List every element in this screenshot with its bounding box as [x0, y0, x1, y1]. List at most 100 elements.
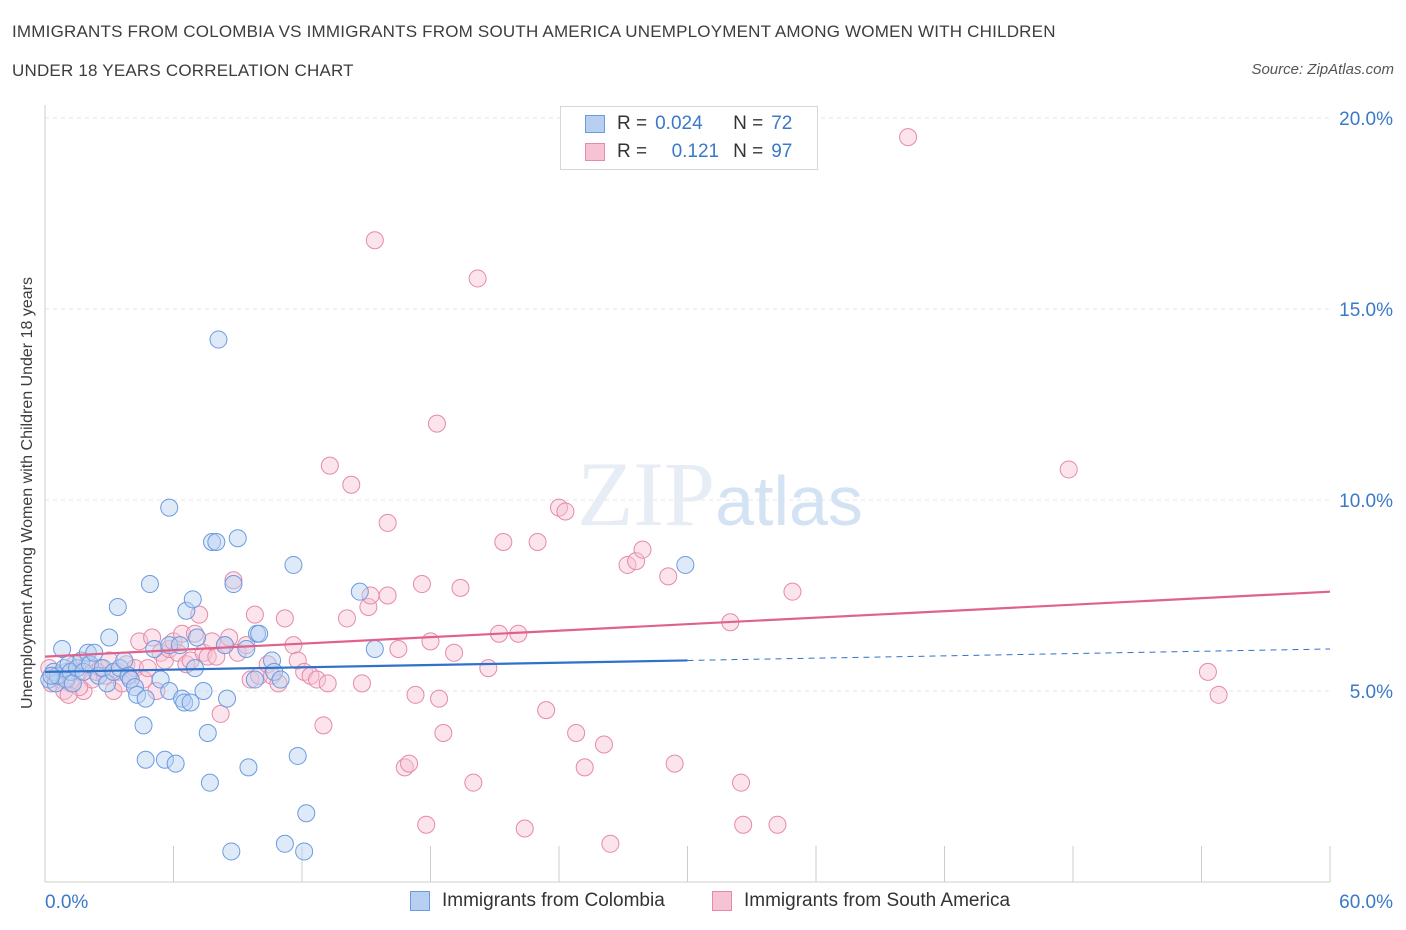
colombia-point [207, 533, 226, 552]
x-tick-label: 60.0% [1339, 892, 1393, 913]
south-america-point [378, 513, 397, 532]
colombia-point [53, 639, 72, 658]
colombia-point [194, 682, 213, 700]
legend-n-value: 72 [771, 113, 793, 134]
colombia-point [177, 601, 196, 620]
colombia-point [222, 842, 241, 861]
south-america-point [400, 754, 419, 773]
colombia-point [188, 628, 207, 647]
south-america-point [732, 773, 751, 792]
south-america-point [143, 628, 162, 647]
colombia-point [239, 758, 258, 777]
legend-r-label: R = [617, 113, 648, 134]
colombia-point [155, 750, 174, 769]
colombia-point [295, 842, 314, 861]
south-america-point [783, 582, 802, 601]
y-tick-label: 5.0% [1350, 682, 1393, 703]
south-america-point [768, 815, 787, 834]
south-america-point [665, 754, 684, 773]
colombia-trend-line [44, 659, 688, 673]
colombia-point [365, 639, 384, 658]
colombia-point [145, 639, 164, 658]
colombia-point [275, 834, 294, 853]
colombia-point [245, 670, 264, 689]
colombia-point [284, 555, 303, 574]
bottom-legend-swatch-colombia [410, 891, 430, 911]
colombia-point [125, 678, 144, 697]
watermark: ZIPatlas [577, 443, 863, 545]
bottom-legend-swatch-south-america [712, 891, 732, 911]
colombia-point [228, 529, 247, 548]
colombia-point [128, 685, 147, 704]
south-america-point [337, 609, 356, 628]
south-america-point [288, 651, 307, 670]
south-america-point [1198, 662, 1217, 681]
south-america-point [378, 586, 397, 605]
south-america-point [734, 815, 753, 834]
axes [44, 105, 1331, 883]
south-america-point [556, 502, 575, 521]
trend-lines [44, 590, 1331, 673]
bottom-legend-label-colombia: Immigrants from Colombia [442, 890, 665, 911]
colombia-point [676, 555, 695, 574]
south-america-point [515, 819, 534, 838]
south-america-point [451, 578, 470, 597]
south-america-point [434, 724, 453, 743]
colombia-point [218, 689, 237, 708]
legend-row-colombia: R = 0.024 N = 72 [585, 112, 792, 136]
colombia-point [200, 773, 219, 792]
south-america-point [427, 414, 446, 433]
south-america-point [627, 552, 646, 571]
colombia-point [108, 597, 127, 616]
bottom-legend-label-south-america: Immigrants from South America [744, 890, 1011, 911]
colombia-point [166, 754, 185, 773]
colombia-point [297, 804, 316, 823]
colombia-point [203, 533, 222, 552]
south-america-point [320, 456, 339, 475]
south-america-point [899, 128, 918, 147]
gridlines [45, 117, 1330, 692]
south-america-point [567, 724, 586, 743]
colombia-point [136, 750, 155, 769]
south-america-point [468, 269, 487, 288]
south-america-point [211, 704, 230, 723]
y-axis-label: Unemployment Among Women with Children U… [19, 277, 36, 709]
south-america-point [147, 682, 166, 700]
south-america-point [417, 815, 436, 834]
south-america-point [59, 685, 78, 704]
colombia-point [136, 689, 155, 708]
legend-r-value: 0.024 [655, 113, 703, 134]
colombia-point [140, 575, 159, 594]
south-america-point [618, 555, 637, 574]
legend-r-label: R = [617, 141, 648, 162]
colombia-point [271, 670, 290, 689]
south-america-point [633, 540, 652, 559]
colombia-point [250, 624, 269, 643]
south-america-point [275, 609, 294, 628]
south-america-point [1209, 685, 1228, 704]
colombia-point [224, 575, 243, 594]
tick-labels: 5.0% 10.0% 15.0% 20.0% 0.0% 60.0% [45, 109, 1393, 913]
colombia-point [175, 693, 194, 712]
south-america-point [464, 773, 483, 792]
colombia-point [115, 651, 134, 670]
chart-title-line-1: IMMIGRANTS FROM COLOMBIA VS IMMIGRANTS F… [12, 22, 1056, 41]
south-america-point [365, 231, 384, 250]
bottom-legend-colombia: Immigrants from Colombia [410, 888, 665, 914]
colombia-point [100, 628, 119, 647]
south-america-point [342, 475, 361, 494]
colombia-point [181, 693, 200, 712]
legend-swatch-south-america [585, 143, 605, 161]
south-america-point [138, 659, 157, 678]
bottom-legend-south-america: Immigrants from South America [712, 888, 1010, 914]
south-america-point [389, 639, 408, 658]
colombia-point [183, 590, 202, 609]
correlation-legend: R = 0.024 N = 72 R = 0.121 N = 97 [560, 106, 818, 170]
south-america-point [241, 670, 260, 689]
south-america-point [528, 533, 547, 552]
south-america-point [307, 670, 326, 689]
colombia-point [350, 582, 369, 601]
colombia-point [237, 639, 256, 658]
colombia-point [160, 498, 179, 517]
